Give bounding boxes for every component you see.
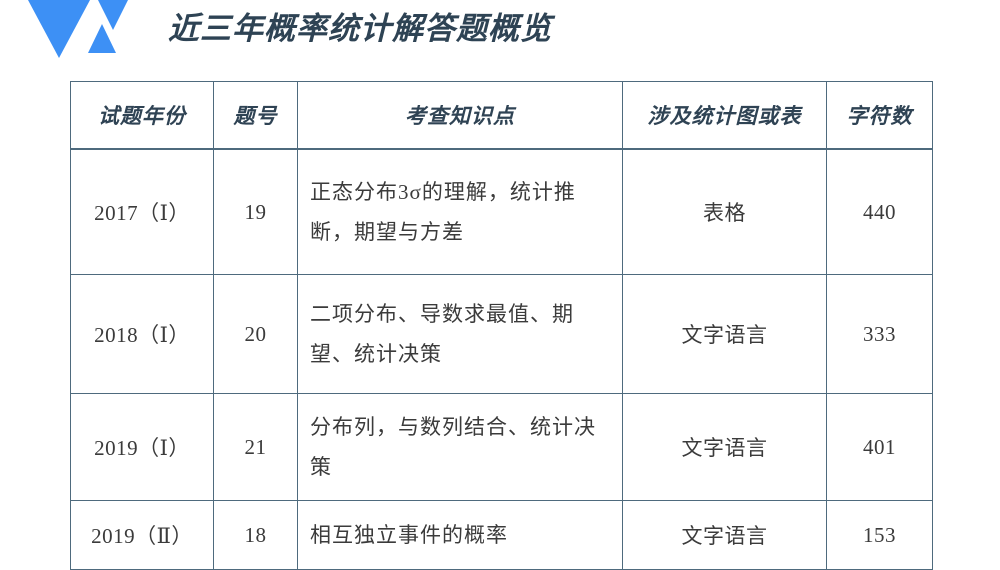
cell-chart: 文字语言 (622, 393, 827, 501)
cell-chart: 文字语言 (622, 274, 827, 394)
column-header-num: 题号 (213, 81, 298, 150)
cell-know: 二项分布、导数求最值、期望、统计决策 (297, 274, 623, 394)
table-header: 试题年份 题号 考查知识点 涉及统计图或表 字符数 (70, 81, 933, 150)
cell-chart: 表格 (622, 148, 827, 275)
table-row: 2017（Ⅰ） 19 正态分布3σ的理解，统计推断，期望与方差 表格 440 (70, 148, 933, 275)
cell-year: 2019（Ⅱ） (70, 500, 214, 570)
cell-know: 分布列，与数列结合、统计决策 (297, 393, 623, 501)
overview-table-wrapper: 试题年份 题号 考查知识点 涉及统计图或表 字符数 2017（Ⅰ） 19 正态分… (70, 81, 933, 570)
column-header-chars: 字符数 (826, 81, 933, 150)
page-title: 近三年概率统计解答题概览 (168, 11, 552, 46)
cell-num: 20 (213, 274, 298, 394)
cell-chart: 文字语言 (622, 500, 827, 570)
cell-num: 19 (213, 148, 298, 275)
table-header-row: 试题年份 题号 考查知识点 涉及统计图或表 字符数 (70, 81, 933, 150)
cell-year: 2019（Ⅰ） (70, 393, 214, 501)
exam-overview-table: 试题年份 题号 考查知识点 涉及统计图或表 字符数 2017（Ⅰ） 19 正态分… (70, 81, 933, 570)
table-body: 2017（Ⅰ） 19 正态分布3σ的理解，统计推断，期望与方差 表格 440 2… (70, 148, 933, 570)
cell-num: 21 (213, 393, 298, 501)
cell-chars: 153 (826, 500, 933, 570)
triangular-w-logo-icon (28, 0, 128, 60)
column-header-chart: 涉及统计图或表 (622, 81, 827, 150)
cell-num: 18 (213, 500, 298, 570)
cell-chars: 401 (826, 393, 933, 501)
slide-header: 近三年概率统计解答题概览 (0, 0, 1000, 72)
cell-know: 正态分布3σ的理解，统计推断，期望与方差 (297, 148, 623, 275)
cell-year: 2017（Ⅰ） (70, 148, 214, 275)
cell-year: 2018（Ⅰ） (70, 274, 214, 394)
table-row: 2019（Ⅱ） 18 相互独立事件的概率 文字语言 153 (70, 500, 933, 570)
cell-know: 相互独立事件的概率 (297, 500, 623, 570)
table-row: 2019（Ⅰ） 21 分布列，与数列结合、统计决策 文字语言 401 (70, 393, 933, 501)
table-row: 2018（Ⅰ） 20 二项分布、导数求最值、期望、统计决策 文字语言 333 (70, 274, 933, 394)
column-header-know: 考查知识点 (297, 81, 623, 150)
cell-chars: 333 (826, 274, 933, 394)
column-header-year: 试题年份 (70, 81, 214, 150)
cell-chars: 440 (826, 148, 933, 275)
